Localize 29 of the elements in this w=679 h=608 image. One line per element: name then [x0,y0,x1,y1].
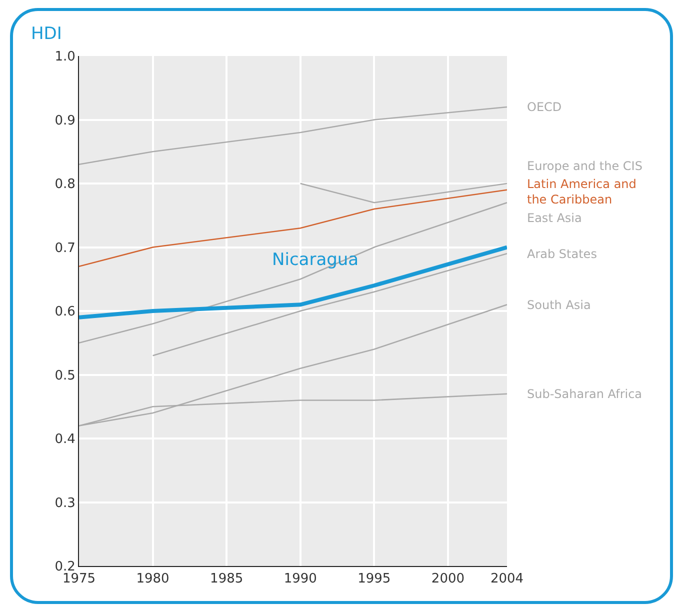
y-tick-label: 0.5 [54,368,76,384]
y-axis-title: HDI [31,24,62,44]
y-tick-label: 0.9 [54,113,76,128]
x-tick-label: 1985 [210,572,244,587]
line-series [152,252,507,356]
series-label: OECD [527,100,562,114]
y-tick-label: 0.6 [54,304,76,320]
x-tick-label: 1975 [62,572,96,587]
y-tick-label: 1.0 [54,50,76,65]
line-series [79,189,507,268]
series-label: Europe and the CIS [527,159,642,173]
line-series [79,106,507,166]
x-tick-label: 2004 [490,572,524,587]
series-label: Nicaragua [272,250,359,270]
series-label: Arab States [527,247,597,261]
y-tick-label: 0.7 [54,240,76,256]
series-label: South Asia [527,298,591,312]
line-series [79,245,507,320]
series-label: Sub-Saharan Africa [527,387,642,401]
x-tick-label: 1990 [284,572,317,587]
x-tick-label: 1995 [358,572,391,587]
y-tick-label: 0.3 [54,496,76,511]
y-tick-label: 0.4 [54,432,76,448]
x-tick-label: 1980 [136,572,170,587]
line-series [79,202,507,344]
x-tick-label: 2000 [431,572,465,587]
series-label: East Asia [527,211,582,225]
y-tick-label: 0.8 [54,177,76,192]
series-label: Latin America and the Caribbean [527,177,636,207]
